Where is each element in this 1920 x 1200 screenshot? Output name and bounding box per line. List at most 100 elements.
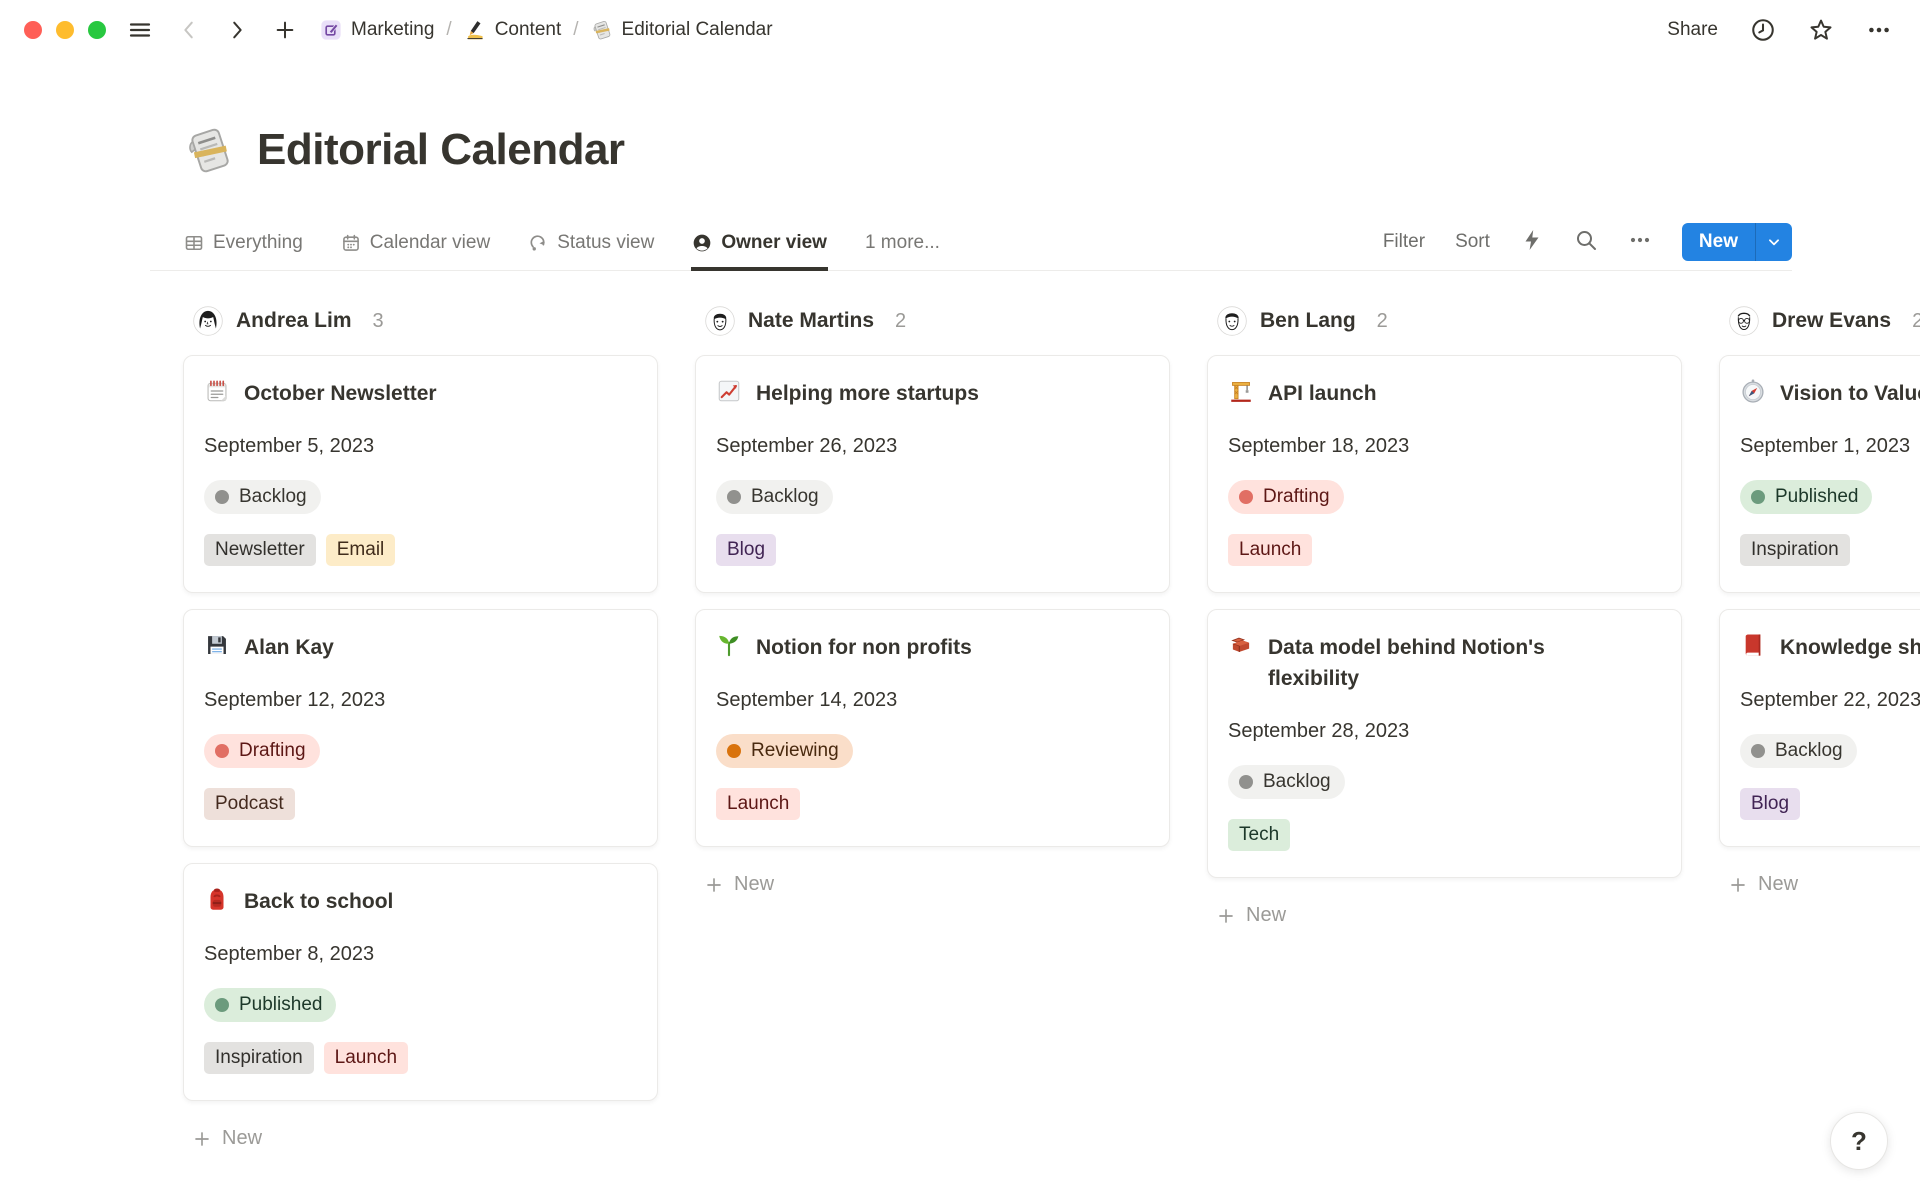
- help-button[interactable]: ?: [1830, 1112, 1888, 1170]
- status-pill-backlog: Backlog: [1228, 765, 1345, 799]
- favorite-button[interactable]: [1808, 17, 1834, 43]
- card-back-to-school[interactable]: Back to school September 8, 2023 Published…: [183, 863, 658, 1101]
- status-label: Backlog: [239, 486, 307, 507]
- card-notion-for-non-profits[interactable]: Notion for non profits September 14, 2023…: [695, 609, 1170, 847]
- new-entry-button[interactable]: New: [1698, 231, 1738, 252]
- tag-blog: Blog: [716, 534, 777, 566]
- tab-1-more[interactable]: 1 more...: [864, 222, 941, 271]
- chevron-down-icon: [1767, 235, 1781, 249]
- tab-owner-view[interactable]: Owner view: [691, 222, 828, 271]
- writing-icon: [464, 19, 486, 41]
- tag-inspiration: Inspiration: [1740, 534, 1850, 566]
- compass-icon: [1740, 378, 1766, 404]
- add-card-label: New: [734, 873, 775, 895]
- tag-blog: Blog: [1740, 788, 1801, 820]
- tag-launch: Launch: [716, 788, 801, 820]
- card-alan-kay[interactable]: Alan Kay September 12, 2023 Drafting Podcas…: [183, 609, 658, 847]
- view-options-button[interactable]: [1628, 228, 1652, 257]
- card-tags-row: Blog: [716, 534, 1149, 566]
- status-pill-published: Published: [204, 988, 337, 1022]
- card-date: September 1, 2023: [1740, 435, 1911, 457]
- floppy-icon: [204, 632, 230, 658]
- nav-back-button[interactable]: [178, 19, 200, 41]
- tab-label: Owner view: [721, 232, 827, 253]
- card-date: September 12, 2023: [204, 689, 386, 711]
- clock-icon: [1750, 17, 1776, 43]
- status-pill-drafting: Drafting: [1228, 480, 1344, 514]
- nav-forward-button[interactable]: [226, 19, 248, 41]
- new-page-button[interactable]: [274, 19, 296, 41]
- breadcrumb-separator: /: [446, 19, 452, 40]
- add-card-button[interactable]: New: [1207, 904, 1682, 927]
- status-pill-backlog: Backlog: [716, 480, 833, 514]
- updates-button[interactable]: [1750, 17, 1776, 43]
- card-tags-row: Newsletter Email: [204, 534, 637, 566]
- more-options-button[interactable]: [1866, 17, 1892, 43]
- card-knowledge-sharing[interactable]: Knowledge sharing September 22, 2023 Backl…: [1719, 609, 1920, 847]
- column-header[interactable]: Ben Lang 2: [1207, 299, 1682, 343]
- search-button[interactable]: [1574, 228, 1598, 257]
- add-card-button[interactable]: New: [695, 873, 1170, 896]
- breadcrumb-item-content[interactable]: Content: [460, 16, 566, 44]
- card-title: Knowledge sharing: [1780, 636, 1920, 659]
- add-card-button[interactable]: New: [1719, 873, 1920, 896]
- table-view-icon: [184, 233, 204, 253]
- sort-button[interactable]: Sort: [1455, 231, 1490, 252]
- card-date: September 5, 2023: [204, 435, 375, 457]
- card-helping-more-startups[interactable]: Helping more startups September 26, 2023 B…: [695, 355, 1170, 593]
- breadcrumb-label: Editorial Calendar: [621, 19, 773, 40]
- card-status-row: Backlog: [1740, 734, 1920, 768]
- sidebar-toggle-button[interactable]: [128, 18, 152, 42]
- add-card-button[interactable]: New: [183, 1127, 658, 1150]
- breadcrumb-item-marketing[interactable]: Marketing: [316, 16, 438, 44]
- tab-label: 1 more...: [864, 232, 940, 253]
- card-title-row: Alan Kay: [204, 632, 637, 663]
- tab-everything[interactable]: Everything: [183, 222, 304, 271]
- tab-calendar-view[interactable]: Calendar view: [340, 222, 491, 271]
- status-label: Backlog: [751, 486, 819, 507]
- hamburger-icon: [128, 18, 152, 42]
- share-button[interactable]: Share: [1667, 19, 1718, 40]
- status-label: Published: [1775, 486, 1859, 507]
- minimize-window-button[interactable]: [56, 21, 74, 39]
- card-tags-row: Inspiration: [1740, 534, 1920, 566]
- card-api-launch[interactable]: API launch September 18, 2023 Drafting Laun…: [1207, 355, 1682, 593]
- filter-button[interactable]: Filter: [1382, 231, 1426, 252]
- board-column-ben-lang: Ben Lang 2 API launch September 18, 2023 Dra…: [1207, 299, 1682, 927]
- close-window-button[interactable]: [24, 21, 42, 39]
- zoom-window-button[interactable]: [88, 21, 106, 39]
- tab-label: Calendar view: [369, 232, 491, 253]
- card-status-row: Backlog: [716, 480, 1149, 514]
- card-vision-to-value[interactable]: Vision to Value September 1, 2023 Publishe…: [1719, 355, 1920, 593]
- card-date: September 26, 2023: [716, 435, 898, 457]
- chevron-left-icon: [178, 19, 200, 41]
- new-entry-dropdown-button[interactable]: [1755, 223, 1792, 261]
- column-header[interactable]: Andrea Lim 3: [183, 299, 658, 343]
- avatar-ben-lang: [1217, 306, 1247, 336]
- breadcrumb-label: Content: [494, 19, 562, 40]
- column-header[interactable]: Nate Martins 2: [695, 299, 1170, 343]
- card-title-row: Vision to Value: [1740, 378, 1920, 409]
- view-tabs: Everything Calendar view Status view Owner …: [183, 222, 941, 271]
- tag-inspiration: Inspiration: [204, 1042, 314, 1074]
- status-dot: [727, 490, 741, 504]
- column-header[interactable]: Drew Evans 2: [1719, 299, 1920, 343]
- card-date: September 22, 2023: [1740, 689, 1920, 711]
- page-icon-newspaper[interactable]: [183, 124, 235, 176]
- card-title-row: Knowledge sharing: [1740, 632, 1920, 663]
- add-card-label: New: [1246, 904, 1287, 926]
- breadcrumb-item-editorial-calendar[interactable]: Editorial Calendar: [587, 16, 777, 44]
- status-dot: [727, 744, 741, 758]
- tab-status-view[interactable]: Status view: [527, 222, 655, 271]
- tag-tech: Tech: [1228, 819, 1291, 851]
- tag-launch: Launch: [1228, 534, 1313, 566]
- plus-icon: [193, 1130, 211, 1148]
- status-pill-backlog: Backlog: [204, 480, 321, 514]
- card-title: API launch: [1268, 382, 1377, 405]
- status-label: Drafting: [239, 740, 306, 761]
- automations-button[interactable]: [1520, 228, 1544, 257]
- newspaper-icon: [591, 19, 613, 41]
- tag-email: Email: [325, 534, 396, 566]
- card-data-model-behind-notion-s-flexibility[interactable]: Data model behind Notion's flexibility Se…: [1207, 609, 1682, 878]
- card-october-newsletter[interactable]: October Newsletter September 5, 2023 Backl…: [183, 355, 658, 593]
